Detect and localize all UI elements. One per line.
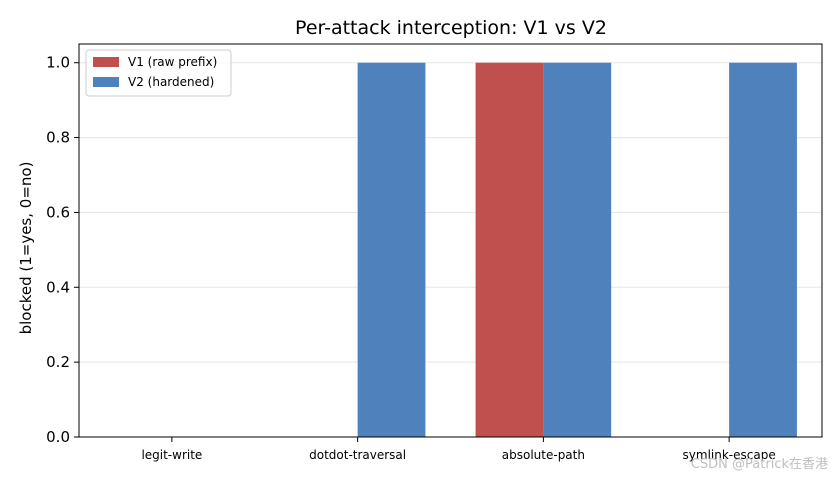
y-tick-label: 0.0	[46, 428, 70, 446]
x-tick-label: symlink-escape	[683, 448, 776, 462]
legend: V1 (raw prefix) V2 (hardened)	[85, 49, 232, 97]
legend-label: V1 (raw prefix)	[128, 55, 217, 69]
y-tick-label: 0.8	[46, 129, 70, 147]
bar-v2-absolute-path	[543, 62, 612, 437]
y-tick-label: 1.0	[46, 54, 70, 72]
x-tick-label: legit-write	[141, 448, 202, 462]
legend-swatch	[93, 77, 119, 87]
legend-label: V2 (hardened)	[128, 75, 214, 89]
bar-v1-absolute-path	[475, 62, 544, 437]
y-tick-label: 0.4	[46, 278, 70, 296]
legend-box	[85, 49, 232, 97]
y-tick-label: 0.2	[46, 353, 70, 371]
bar-v2-dotdot-traversal	[357, 62, 426, 437]
y-tick-label: 0.6	[46, 203, 70, 221]
chart-title: Per-attack interception: V1 vs V2	[295, 17, 607, 39]
y-axis-label: blocked (1=yes, 0=no)	[17, 162, 35, 335]
watermark: CSDN @Patrick在香港	[690, 457, 828, 472]
x-tick-label: dotdot-traversal	[309, 448, 406, 462]
plot-frame	[78, 43, 823, 438]
x-tick-label: absolute-path	[502, 448, 585, 462]
bar-v2-symlink-escape	[729, 62, 797, 437]
legend-swatch	[93, 57, 119, 67]
